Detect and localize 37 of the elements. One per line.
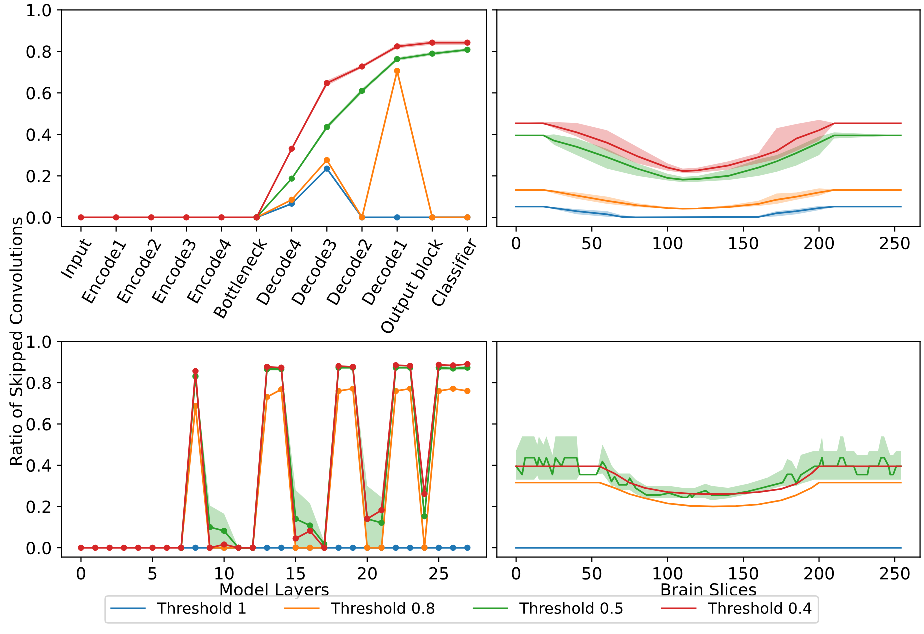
legend-label: Threshold 0.4 xyxy=(708,602,812,614)
x-tick-label: 10 xyxy=(216,567,234,580)
y-tick-label: 0.6 xyxy=(26,87,52,100)
x-tick-label: 0 xyxy=(77,567,86,580)
x-tick-label: 150 xyxy=(729,567,758,580)
x-tick-label: 100 xyxy=(654,236,683,250)
x-tick-label: 150 xyxy=(729,236,758,250)
y-tick-label: 0.2 xyxy=(26,170,51,183)
y-tick-label: 0.6 xyxy=(26,418,52,431)
y-tick-label: 0.8 xyxy=(26,376,52,390)
x-tick-label: 200 xyxy=(804,567,834,580)
y-tick-label: 0.4 xyxy=(26,128,52,142)
y-tick-label: 0.0 xyxy=(26,542,52,555)
x-tick-label: 250 xyxy=(880,567,910,580)
y-tick-label: 0.2 xyxy=(26,500,51,514)
x-tick-label: 5 xyxy=(148,568,157,580)
y-tick-label: 1.0 xyxy=(28,4,52,17)
x-tick-label: 0 xyxy=(512,567,521,580)
y-tick-label: 1.0 xyxy=(28,336,52,348)
x-tick-label: 50 xyxy=(582,567,602,580)
x-tick-label: 50 xyxy=(582,236,602,250)
y-axis-title: Ratio of Skipped Convolutions xyxy=(10,218,26,466)
x-tick-label: 100 xyxy=(654,567,683,580)
x-axis-title: Brain Slices xyxy=(662,583,756,596)
y-tick-label: 0.8 xyxy=(26,46,52,58)
x-tick-label: 0 xyxy=(512,236,521,250)
x-tick-label: 20 xyxy=(358,567,377,580)
y-tick-label: 0.4 xyxy=(26,459,52,472)
x-tick-label: 250 xyxy=(880,236,910,250)
x-tick-label: 25 xyxy=(430,567,448,580)
x-tick-label: 200 xyxy=(804,236,834,250)
y-tick-label: 0.0 xyxy=(26,212,52,224)
legend-label: Threshold 1 xyxy=(157,602,246,614)
x-axis-title: Model Layers xyxy=(220,583,329,600)
x-tick-label: 15 xyxy=(287,568,306,580)
legend-label: Threshold 0.8 xyxy=(331,602,435,614)
legend-label: Threshold 0.5 xyxy=(520,602,623,614)
